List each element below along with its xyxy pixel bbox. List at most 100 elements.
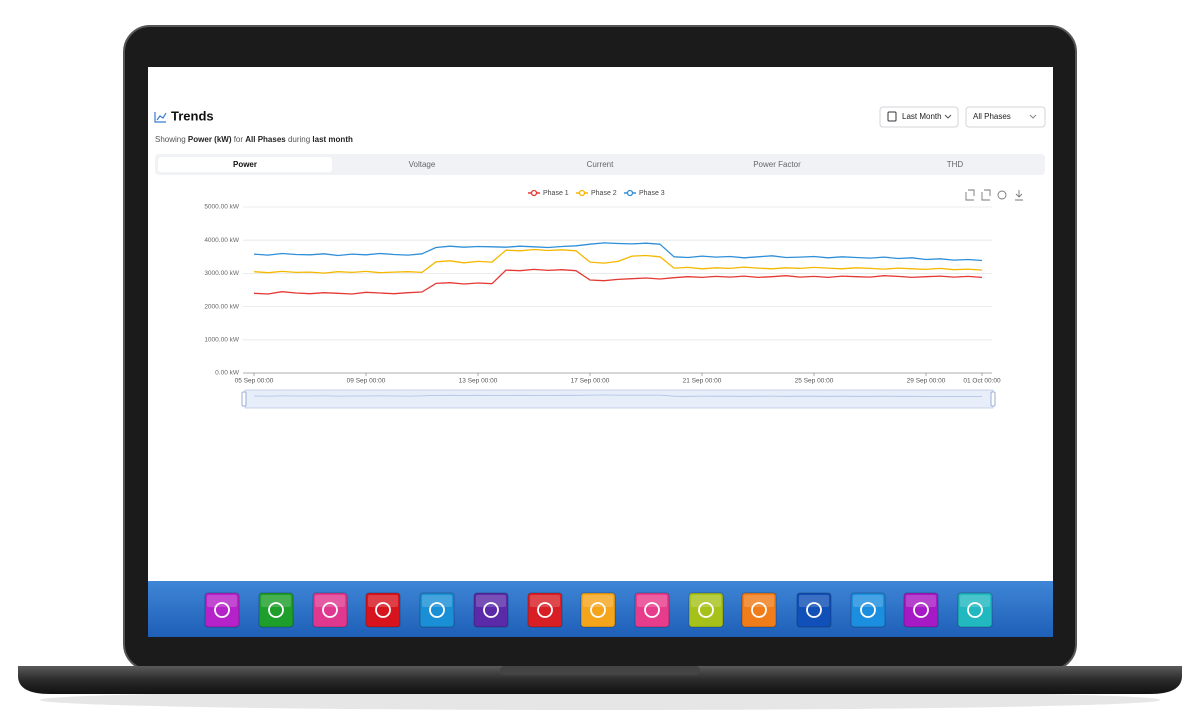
select-label: Last Month bbox=[902, 112, 942, 121]
subtitle-part: last month bbox=[312, 135, 353, 144]
zoom-icon[interactable] bbox=[965, 189, 975, 201]
icon-tile bbox=[258, 592, 294, 628]
subtitle: Showing Power (kW) for All Phases during… bbox=[155, 135, 353, 144]
zoom-preview bbox=[253, 394, 983, 397]
subtitle-part: Power (kW) bbox=[188, 135, 232, 144]
app-icon[interactable] bbox=[419, 592, 455, 628]
app-icon[interactable] bbox=[741, 592, 777, 628]
app-icon[interactable] bbox=[688, 592, 724, 628]
download-icon[interactable] bbox=[1015, 190, 1023, 201]
y-tick-label: 5000.00 kW bbox=[204, 204, 240, 211]
icon-tile bbox=[204, 592, 240, 628]
icon-gloss bbox=[637, 595, 667, 607]
icon-glyph bbox=[322, 602, 338, 618]
app-icon[interactable] bbox=[258, 592, 294, 628]
select-box bbox=[965, 106, 1046, 128]
x-tick-label: 05 Sep 00:00 bbox=[235, 378, 274, 385]
icon-glyph bbox=[913, 602, 929, 618]
series-line bbox=[253, 242, 983, 262]
app-icon[interactable] bbox=[473, 592, 509, 628]
y-tick-label: 2000.00 kW bbox=[204, 303, 240, 310]
select-label: All Phases bbox=[973, 112, 1011, 121]
chevron bbox=[944, 114, 952, 119]
icon-tile bbox=[419, 592, 455, 628]
subtitle-part: Showing bbox=[155, 135, 188, 144]
app-icon[interactable] bbox=[903, 592, 939, 628]
app-icon[interactable] bbox=[527, 592, 563, 628]
icon-tile bbox=[957, 592, 993, 628]
y-tick-label: 3000.00 kW bbox=[204, 270, 240, 277]
tab[interactable]: Current bbox=[587, 160, 614, 169]
active-tab bbox=[158, 157, 332, 172]
restore-icon[interactable] bbox=[997, 190, 1007, 200]
app-icon[interactable] bbox=[634, 592, 670, 628]
x-tick-label: 25 Sep 00:00 bbox=[795, 378, 834, 385]
icon-tile bbox=[473, 592, 509, 628]
dock-icons bbox=[204, 592, 993, 628]
legend-label: Phase 3 bbox=[639, 190, 665, 197]
legend-marker bbox=[530, 189, 538, 197]
tab[interactable]: Voltage bbox=[409, 160, 436, 169]
icon-tile bbox=[634, 592, 670, 628]
y-tick-label: 4000.00 kW bbox=[204, 237, 240, 244]
icon-gloss bbox=[261, 595, 291, 607]
app-icon[interactable] bbox=[580, 592, 616, 628]
calendar-icon bbox=[887, 111, 897, 122]
app-icon[interactable] bbox=[312, 592, 348, 628]
icon-tile bbox=[688, 592, 724, 628]
icon-tile bbox=[365, 592, 401, 628]
chart: 0.00 kW 1000.00 kW 2000.00 kW 3000.00 kW 400… bbox=[204, 190, 1001, 409]
shadow bbox=[40, 690, 1160, 710]
zoom-handle[interactable] bbox=[241, 391, 247, 407]
icon-glyph bbox=[751, 602, 767, 618]
icon-tile bbox=[850, 592, 886, 628]
icon-gloss bbox=[315, 595, 345, 607]
period-select[interactable]: Last Month bbox=[879, 106, 959, 128]
laptop-base bbox=[18, 666, 1182, 694]
icon-glyph bbox=[483, 602, 499, 618]
x-tick-label: 17 Sep 00:00 bbox=[571, 378, 610, 385]
app-icon[interactable] bbox=[850, 592, 886, 628]
icon-glyph bbox=[214, 602, 230, 618]
icon-glyph bbox=[860, 602, 876, 618]
legend-item[interactable]: Phase 2 bbox=[576, 190, 617, 197]
icon-glyph bbox=[268, 602, 284, 618]
tab[interactable]: Power bbox=[233, 160, 257, 169]
icon-tile bbox=[796, 592, 832, 628]
zoom-handle[interactable] bbox=[990, 391, 996, 407]
select-box bbox=[879, 106, 959, 128]
legend-item[interactable]: Phase 1 bbox=[528, 190, 569, 197]
phase-select[interactable]: All Phases bbox=[965, 106, 1046, 128]
legend-item[interactable]: Phase 3 bbox=[624, 190, 665, 197]
icon-glyph bbox=[644, 602, 660, 618]
zoom-reset-icon[interactable] bbox=[981, 189, 991, 201]
tab[interactable]: THD bbox=[947, 160, 964, 169]
x-tick-label: 21 Sep 00:00 bbox=[683, 378, 722, 385]
data-zoom[interactable] bbox=[241, 389, 996, 409]
series-line bbox=[253, 268, 983, 295]
subtitle-part: All Phases bbox=[245, 135, 286, 144]
series-line bbox=[253, 248, 983, 274]
icon-gloss bbox=[906, 595, 936, 607]
legend-marker bbox=[578, 189, 586, 197]
page-title: Trends bbox=[171, 108, 214, 123]
x-tick-label: 01 Oct 00:00 bbox=[963, 378, 1001, 385]
app-icon[interactable] bbox=[957, 592, 993, 628]
app-icon[interactable] bbox=[365, 592, 401, 628]
app-icon[interactable] bbox=[796, 592, 832, 628]
icon-glyph bbox=[967, 602, 983, 618]
x-tick-label: 29 Sep 00:00 bbox=[907, 378, 946, 385]
icon-tile bbox=[741, 592, 777, 628]
icon-gloss bbox=[422, 595, 452, 607]
icon-glyph bbox=[429, 602, 445, 618]
icon-glyph bbox=[537, 602, 553, 618]
tab[interactable]: Power Factor bbox=[753, 160, 801, 169]
app-icon[interactable] bbox=[204, 592, 240, 628]
icon-tile bbox=[580, 592, 616, 628]
notch bbox=[500, 666, 700, 675]
legend-label: Phase 1 bbox=[543, 190, 569, 197]
y-tick-label: 1000.00 kW bbox=[204, 337, 240, 344]
icon-glyph bbox=[806, 602, 822, 618]
icon-gloss bbox=[476, 595, 506, 607]
